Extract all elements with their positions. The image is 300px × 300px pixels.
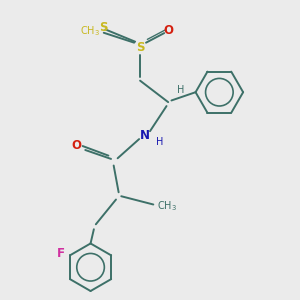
Text: CH$_3$: CH$_3$ <box>157 199 177 213</box>
Text: N: N <box>140 129 150 142</box>
Text: O: O <box>163 24 173 37</box>
Text: H: H <box>156 137 163 147</box>
Text: H: H <box>177 85 185 95</box>
Text: S: S <box>100 21 108 34</box>
Text: S: S <box>136 41 144 54</box>
Text: F: F <box>57 247 65 260</box>
Text: O: O <box>72 139 82 152</box>
Text: CH$_3$: CH$_3$ <box>80 24 100 38</box>
